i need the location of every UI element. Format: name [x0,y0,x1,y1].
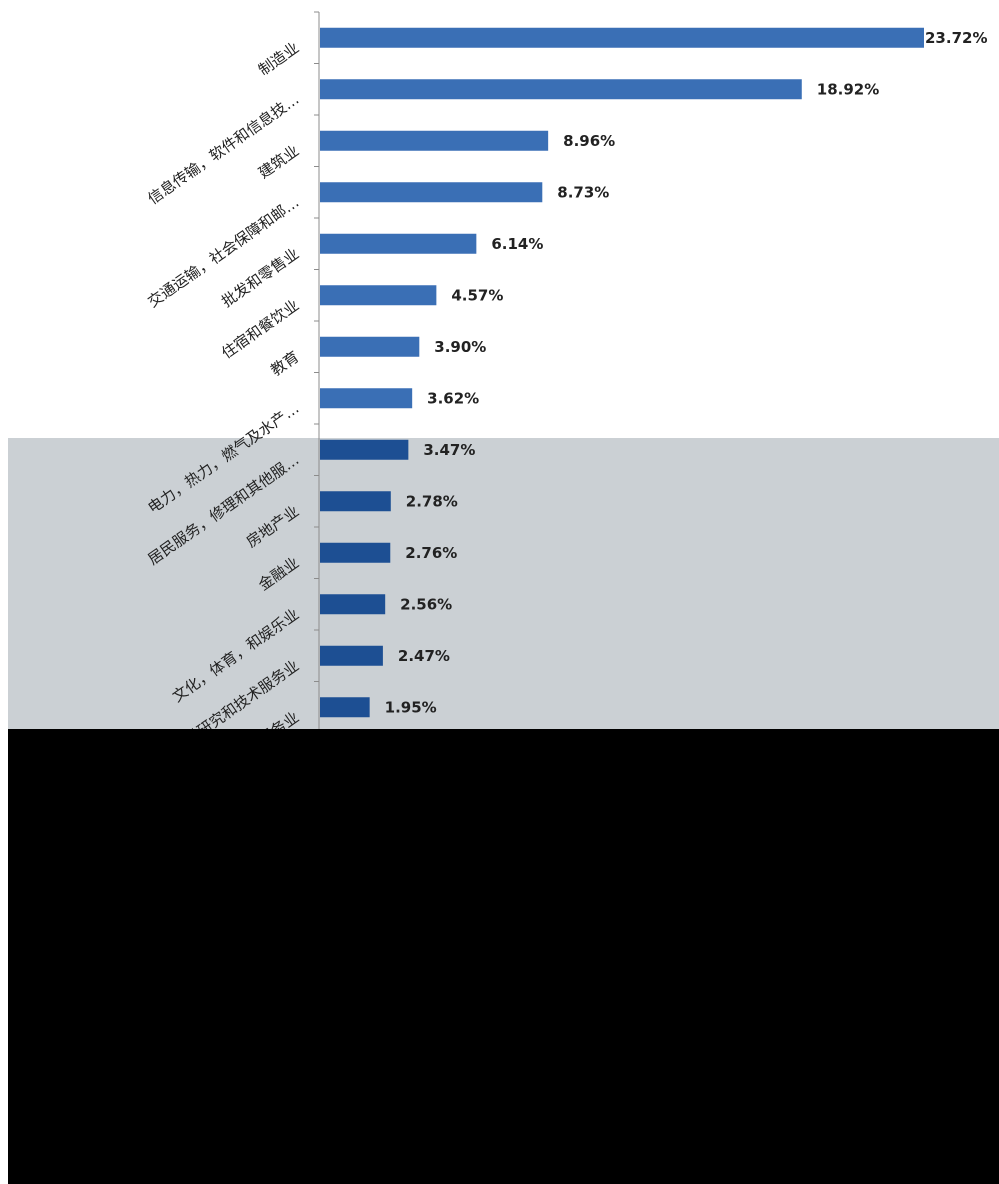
data-label: 8.73% [557,183,609,201]
bar [320,336,420,357]
bar [320,697,370,718]
bar [320,542,391,563]
category-label: 信息传输，软件和信息技… [145,90,303,208]
data-label: 1.95% [385,698,437,716]
category-label: 制造业 [255,39,302,80]
data-label: 2.56% [400,595,452,613]
category-label: 建筑业 [255,142,302,183]
bar [320,594,386,615]
bar [320,491,391,512]
data-label: 2.47% [398,647,450,665]
bar [320,233,477,254]
data-label: 4.57% [451,286,503,304]
data-label: 2.78% [406,492,458,510]
data-label: 23.72% [925,29,987,47]
gray-overlay-panel [8,438,999,750]
data-label: 6.14% [491,235,543,253]
bar [320,645,383,666]
data-label: 18.92% [817,80,879,98]
data-label: 3.47% [423,441,475,459]
data-label: 3.90% [434,338,486,356]
data-label: 8.96% [563,132,615,150]
bar [320,27,924,48]
bar [320,79,802,100]
bar [320,439,409,460]
bar [320,388,413,409]
bar [320,182,543,203]
bar [320,130,549,151]
category-label: 教育 [267,348,302,380]
data-labels-group: 23.72% 18.92% 8.96% 8.73% 6.14% 4.57% 3.90% 3.6… [385,29,988,717]
black-overlay-panel [8,729,999,1184]
data-label: 2.76% [405,544,457,562]
bars-group [320,27,924,718]
data-label: 3.62% [427,389,479,407]
bar [320,285,437,306]
